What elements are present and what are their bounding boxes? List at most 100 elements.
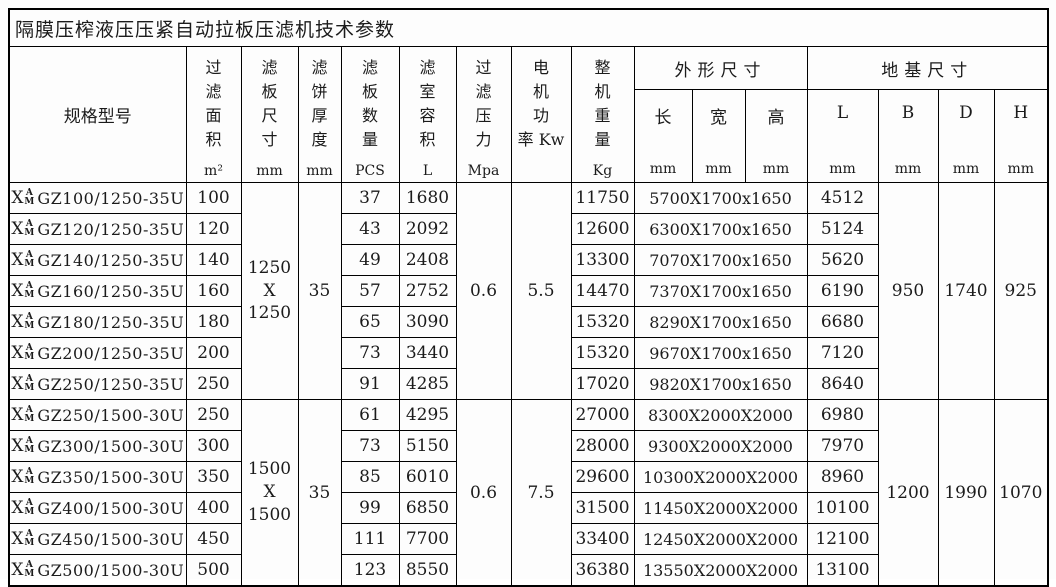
col-header-cake-thickness-label: 滤 饼 厚 度 <box>311 58 328 149</box>
cell-chamber-volume: 8550 <box>398 554 457 587</box>
cell-filter-area: 160 <box>185 275 242 307</box>
col-group-foundation-dims: 地基尺寸 <box>806 46 1049 90</box>
cell-foundation-L: 6980 <box>806 399 879 431</box>
cell-overall-dims: 10300X2000X2000 <box>633 461 808 493</box>
col-header-cake-thickness-unit: mm <box>306 163 333 179</box>
cell-plate-qty: 73 <box>340 430 400 462</box>
cell-filter-area: 100 <box>185 182 242 214</box>
cell-plate-qty: 61 <box>340 399 400 431</box>
cell-model: X A M GZ250/1250-35U <box>8 368 187 400</box>
cell-overall-dims: 9670X1700x1650 <box>633 337 808 369</box>
cell-motor-power: 5.5 <box>510 182 572 400</box>
col-header-filter-area-label: 过 滤 面 积 <box>205 58 222 149</box>
col-header-dim-height-label: 高 <box>767 108 785 128</box>
cell-plate-qty: 99 <box>340 492 400 524</box>
cell-cake-thickness: 35 <box>297 399 342 587</box>
cell-plate-qty: 91 <box>340 368 400 400</box>
cell-foundation-L: 6190 <box>806 275 879 307</box>
cell-foundation-D: 1740 <box>937 182 995 400</box>
col-header-filter-pressure-label: 过 滤 压 力 <box>475 58 492 149</box>
cell-overall-dims: 7070X1700x1650 <box>633 244 808 276</box>
cell-plate-size: 1250 X 1250 <box>240 182 299 400</box>
cell-chamber-volume: 5150 <box>398 430 457 462</box>
title-row: 隔膜压榨液压压紧自动拉板压滤机技术参数 <box>8 8 1049 47</box>
cell-overall-dims: 9820X1700x1650 <box>633 368 808 400</box>
col-header-plate-size-unit: mm <box>256 163 283 179</box>
cell-chamber-volume: 2092 <box>398 213 457 245</box>
cell-overall-dims: 11450X2000X2000 <box>633 492 808 524</box>
header-row-2: 长 mm 宽 mm 高 mm L mm B mm <box>9 89 1049 183</box>
cell-foundation-L: 4512 <box>806 182 879 214</box>
cell-machine-weight: 29600 <box>570 461 635 493</box>
table-row: X A M GZ400/1500-30U 400 99 6850 31500 11450X200… <box>8 492 1048 524</box>
col-header-chamber-volume: 滤 室 容 积 L <box>398 46 457 183</box>
cell-plate-qty: 37 <box>340 182 400 214</box>
col-header-machine-weight: 整 机 重 量 Kg <box>570 46 635 183</box>
cell-foundation-L: 6680 <box>806 306 879 338</box>
col-header-filter-area-unit: m² <box>204 163 223 179</box>
cell-foundation-H: 925 <box>993 182 1049 400</box>
col-header-foundation-B-label: B <box>901 103 915 123</box>
cell-foundation-B: 950 <box>877 182 939 400</box>
table-row: X A M GZ160/1250-35U 160 57 2752 14470 7370X1700… <box>8 275 1048 307</box>
cell-foundation-L: 7970 <box>806 430 879 462</box>
cell-foundation-L: 10100 <box>806 492 879 524</box>
col-header-dim-length: 长 mm <box>633 89 693 183</box>
table-row: X A M GZ300/1500-30U 300 73 5150 28000 9300X2000… <box>8 430 1048 462</box>
cell-machine-weight: 11750 <box>570 182 635 214</box>
cell-chamber-volume: 2752 <box>398 275 457 307</box>
col-header-dim-width-unit: mm <box>705 161 732 177</box>
table-row: X A M GZ350/1500-30U 350 85 6010 29600 10300X200… <box>8 461 1048 493</box>
cell-machine-weight: 33400 <box>570 523 635 555</box>
cell-filter-area: 120 <box>185 213 242 245</box>
table-row: X A M GZ100/1250-35U 100 1250 X 1250 35 37 1680 0… <box>8 182 1049 400</box>
col-header-model: 规格型号 <box>8 46 187 183</box>
col-header-plate-qty-label: 滤 板 数 量 <box>361 58 378 149</box>
col-header-foundation-L-unit: mm <box>829 161 856 177</box>
col-header-foundation-H-label: H <box>1013 103 1029 123</box>
cell-cake-thickness: 35 <box>297 182 342 400</box>
cell-machine-weight: 15320 <box>570 306 635 338</box>
cell-foundation-L: 8640 <box>806 368 879 400</box>
cell-model: X A M GZ160/1250-35U <box>8 275 187 307</box>
cell-chamber-volume: 3440 <box>398 337 457 369</box>
header-row-1: 规格型号 过 滤 面 积 m² 滤 板 尺 寸 mm 滤 饼 厚 度 mm 滤 … <box>8 46 1049 183</box>
cell-foundation-L: 8960 <box>806 461 879 493</box>
cell-chamber-volume: 6010 <box>398 461 457 493</box>
cell-chamber-volume: 4295 <box>398 399 457 431</box>
col-header-foundation-H-unit: mm <box>1007 161 1035 177</box>
cell-overall-dims: 7370X1700x1650 <box>633 275 808 307</box>
col-header-cake-thickness: 滤 饼 厚 度 mm <box>297 46 342 183</box>
cell-model: X A M GZ500/1500-30U <box>8 554 187 587</box>
cell-filter-area: 250 <box>185 399 242 431</box>
cell-foundation-H: 1070 <box>993 399 1049 587</box>
cell-filter-pressure: 0.6 <box>455 399 512 587</box>
col-header-machine-weight-label: 整 机 重 量 <box>594 58 611 149</box>
cell-plate-qty: 123 <box>340 554 400 587</box>
cell-machine-weight: 36380 <box>570 554 635 587</box>
cell-model: X A M GZ100/1250-35U <box>8 182 187 214</box>
cell-filter-area: 450 <box>185 523 242 555</box>
cell-overall-dims: 5700X1700x1650 <box>633 182 808 214</box>
cell-foundation-B: 1200 <box>877 399 939 587</box>
page-title: 隔膜压榨液压压紧自动拉板压滤机技术参数 <box>8 8 1049 47</box>
cell-model: X A M GZ450/1500-30U <box>8 523 187 555</box>
cell-overall-dims: 8300X2000X2000 <box>633 399 808 431</box>
cell-plate-qty: 85 <box>340 461 400 493</box>
cell-chamber-volume: 3090 <box>398 306 457 338</box>
table-row: X A M GZ140/1250-35U 140 49 2408 13300 7070X1700… <box>8 244 1048 276</box>
cell-model: X A M GZ350/1500-30U <box>8 461 187 493</box>
cell-foundation-L: 7120 <box>806 337 879 369</box>
cell-machine-weight: 13300 <box>570 244 635 276</box>
cell-machine-weight: 31500 <box>570 492 635 524</box>
col-header-machine-weight-unit: Kg <box>592 163 613 179</box>
col-header-filter-pressure: 过 滤 压 力 Mpa <box>455 46 512 183</box>
col-header-foundation-B: B mm <box>877 89 939 183</box>
col-header-plate-qty: 滤 板 数 量 PCS <box>340 46 400 183</box>
col-header-foundation-H: H mm <box>993 89 1049 183</box>
col-header-plate-size-label: 滤 板 尺 寸 <box>261 58 278 149</box>
col-header-foundation-D: D mm <box>937 89 995 183</box>
cell-chamber-volume: 4285 <box>398 368 457 400</box>
col-header-dim-height-unit: mm <box>762 161 790 177</box>
cell-foundation-L: 5124 <box>806 213 879 245</box>
